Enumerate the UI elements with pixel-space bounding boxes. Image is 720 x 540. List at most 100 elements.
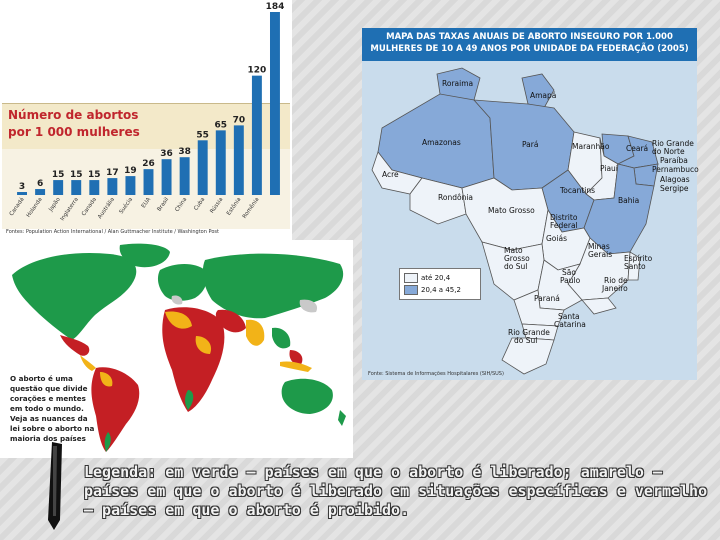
state-label: Tocantins — [560, 186, 596, 195]
state-label: Piauí — [600, 164, 618, 173]
state-label: Rondônia — [438, 193, 473, 202]
bar-6 — [125, 176, 136, 195]
north-america-region — [12, 252, 137, 340]
legend-label-high: 20,4 a 45,2 — [421, 286, 461, 294]
bar-value-label: 184 — [266, 2, 285, 12]
bar-11 — [215, 130, 226, 195]
state-label: Amapá — [530, 91, 557, 100]
world-map-note-line: maioria dos países — [10, 434, 86, 443]
australia-region — [281, 378, 333, 414]
state-label: Roraima — [442, 79, 474, 88]
state-label: Gerais — [588, 250, 613, 259]
southeast-asia-region — [272, 327, 291, 349]
state-amapa — [521, 73, 555, 109]
world-map-note-line: corações e mentes — [10, 394, 86, 403]
state-label: Distrito — [550, 213, 578, 222]
state-label: Pernambuco — [652, 165, 699, 174]
south-america-green-region — [104, 432, 111, 452]
africa-yellow-region — [165, 311, 192, 329]
state-label: Amazonas — [422, 138, 461, 147]
asia-grey-region — [299, 299, 318, 313]
state-label: Alagoas — [660, 175, 690, 184]
state-label: Espírito — [624, 254, 653, 263]
state-label: Mato — [504, 246, 523, 255]
bar-value-label: 15 — [70, 170, 83, 180]
greenland-region — [119, 243, 170, 268]
europe-grey-region — [171, 295, 183, 305]
bar-chart-source: Fontes: Population Action International … — [6, 229, 219, 235]
world-map — [12, 243, 346, 452]
world-map-note-line: O aborto é uma — [10, 374, 73, 383]
central-america-region — [80, 355, 96, 371]
state-label: Santa — [558, 312, 580, 321]
brazil-map-title-line-1: MAPA DAS TAXAS ANUAIS DE ABORTO INSEGURO… — [386, 32, 673, 42]
bar-value-label: 55 — [196, 130, 209, 140]
bar-4 — [89, 180, 100, 195]
state-label: Rio Grande — [508, 328, 550, 337]
south-america-yellow-region — [100, 372, 113, 387]
bar-0 — [17, 192, 28, 195]
africa-yellow-region-2 — [195, 336, 212, 354]
state-label: Pará — [522, 140, 539, 149]
bar-category-label: Japão — [48, 196, 63, 213]
state-label: Grosso — [504, 254, 530, 263]
south-asia-region — [246, 319, 265, 346]
bar-category-label: Austrália — [96, 196, 116, 220]
bar-8 — [161, 159, 172, 195]
state-label: Catarina — [554, 320, 586, 329]
state-label: Paraná — [534, 294, 560, 303]
bar-category-label: China — [174, 197, 188, 213]
bar-category-label: Canadá — [8, 196, 26, 217]
africa-region — [162, 307, 225, 412]
world-map-note: O aborto é uma questão que divide coraçõ… — [10, 374, 100, 444]
bar-chart-title-line-1: Número de abortos — [8, 108, 139, 122]
bar-category-label: Inglaterra — [60, 197, 80, 222]
bar-1 — [35, 189, 46, 195]
bar-value-label: 65 — [215, 120, 228, 130]
bar-value-label: 26 — [142, 159, 155, 169]
south-america-region — [91, 367, 140, 452]
state-label: do Norte — [652, 147, 685, 156]
state-label: Santo — [624, 262, 646, 271]
bar-value-label: 36 — [160, 149, 173, 159]
bar-value-label: 15 — [52, 170, 65, 180]
state-label: do Sul — [504, 262, 528, 271]
state-label: Ceará — [626, 144, 649, 153]
bar-category-label: Suécia — [118, 196, 134, 215]
bar-value-label: 17 — [106, 168, 119, 178]
legend-label-low: até 20,4 — [421, 274, 451, 282]
bar-value-label: 120 — [248, 66, 267, 76]
bar-value-label: 15 — [88, 170, 101, 180]
bar-category-label: EUA — [141, 197, 153, 210]
legend-swatch-high — [404, 285, 418, 295]
state-label: Mato Grosso — [488, 206, 535, 215]
state-rio-grande-do-sul — [501, 337, 555, 375]
state-rio-de-janeiro — [581, 297, 617, 315]
bar-category-label: Rússia — [209, 196, 225, 215]
brazil-map-source: Fonte: Sistema de Informações Hospitalar… — [368, 371, 504, 377]
world-map-panel: O aborto é uma questão que divide coraçõ… — [0, 240, 353, 458]
state-label: Bahia — [618, 196, 640, 205]
brazil-map — [371, 67, 659, 375]
state-espirito-santo — [627, 251, 641, 281]
bar-value-label: 3 — [19, 182, 25, 192]
mexico-region — [60, 335, 90, 356]
bar-9 — [179, 157, 190, 195]
state-label: Maranhão — [572, 142, 610, 151]
bar-3 — [71, 180, 82, 195]
brazil-map-title-line-2: MULHERES DE 10 A 49 ANOS POR UNIDADE DA … — [370, 44, 689, 54]
bar-value-label: 19 — [124, 166, 137, 176]
bar-10 — [197, 140, 208, 195]
state-label: Rio Grande — [652, 139, 694, 148]
state-label: Federal — [550, 221, 578, 230]
state-label: Goiás — [546, 234, 567, 243]
bar-5 — [107, 178, 118, 195]
bar-category-label: Estônia — [225, 196, 242, 217]
indonesia-region — [280, 361, 312, 372]
legend-item-low: até 20,4 — [404, 273, 450, 283]
bar-category-label: Romênia — [241, 196, 261, 220]
world-map-note-line: Veja as nuances da — [10, 414, 88, 423]
bar-category-label: Cuba — [193, 197, 206, 212]
state-label: Acre — [382, 170, 399, 179]
